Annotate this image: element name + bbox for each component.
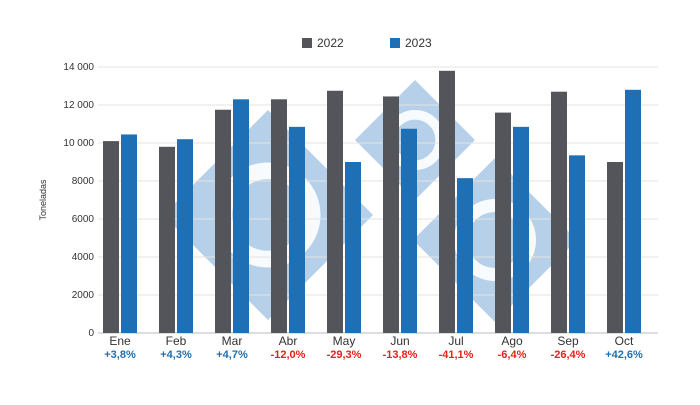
y-tick-label: 10 000 <box>63 138 94 149</box>
legend-swatch <box>302 38 312 48</box>
bar-2022-oct <box>607 162 623 333</box>
bar-2023-may <box>345 162 361 333</box>
change-label: -41,1% <box>439 349 474 361</box>
y-tick-label: 8000 <box>72 176 95 187</box>
bar-2023-mar <box>233 99 249 333</box>
y-tick-label: 0 <box>88 328 94 339</box>
bar-2022-ene <box>103 141 119 333</box>
y-tick-label: 6000 <box>72 214 95 225</box>
y-axis-label: Toneladas <box>38 179 48 221</box>
legend-label: 2022 <box>317 36 344 50</box>
y-tick-label: 14 000 <box>63 62 94 73</box>
bar-2022-jul <box>439 70 455 334</box>
legend-item-2023[interactable]: 2023 <box>390 36 432 50</box>
y-axis-ticks: 0 2000 4000 6000 8000 10 000 12 000 14 000 <box>63 62 94 339</box>
x-tick-label: Ene <box>109 334 131 348</box>
change-label: -12,0% <box>271 349 306 361</box>
bar-2022-ago <box>495 112 511 333</box>
change-label: -6,4% <box>498 349 527 361</box>
legend-label: 2023 <box>405 36 432 50</box>
bar-2023-oct <box>625 89 641 333</box>
x-tick-label: Ago <box>501 334 523 348</box>
legend-item-2022[interactable]: 2022 <box>302 36 344 50</box>
bar-2023-sep <box>569 155 585 333</box>
change-labels: +3,8% +4,3% +4,7% -12,0% -29,3% -13,8% -41,1% -… <box>104 349 643 361</box>
x-tick-label: Oct <box>615 334 634 348</box>
y-tick-label: 12 000 <box>63 100 94 111</box>
change-label: -26,4% <box>551 349 586 361</box>
bar-2022-jun <box>383 96 399 333</box>
change-label: -13,8% <box>383 349 418 361</box>
x-tick-label: Jul <box>448 334 463 348</box>
bars <box>103 70 641 334</box>
change-label: +4,7% <box>216 349 248 361</box>
x-tick-label: Feb <box>166 334 187 348</box>
x-tick-label: Mar <box>222 334 243 348</box>
x-tick-label: Abr <box>279 334 298 348</box>
y-tick-label: 4000 <box>72 252 95 263</box>
change-label: -29,3% <box>327 349 362 361</box>
change-label: +3,8% <box>104 349 136 361</box>
bar-2022-may <box>327 90 343 333</box>
bar-2023-ene <box>121 134 137 333</box>
bar-2022-feb <box>159 146 175 333</box>
bar-2023-feb <box>177 139 193 333</box>
bar-2022-abr <box>271 99 287 333</box>
legend[interactable]: 2022 2023 <box>302 36 432 50</box>
change-label: +4,3% <box>160 349 192 361</box>
bar-2022-sep <box>551 91 567 333</box>
bar-2023-jun <box>401 128 417 333</box>
x-tick-label: Jun <box>390 334 409 348</box>
y-tick-label: 2000 <box>72 290 95 301</box>
bar-2023-ago <box>513 126 529 333</box>
change-label: +42,6% <box>605 349 643 361</box>
bar-2022-mar <box>215 109 231 333</box>
x-axis-labels: Ene Feb Mar Abr May Jun Jul Ago Sep Oct <box>109 334 634 348</box>
x-tick-label: Sep <box>557 334 579 348</box>
bar-2023-jul <box>457 178 473 333</box>
bar-2023-abr <box>289 126 305 333</box>
x-tick-label: May <box>333 334 356 348</box>
legend-swatch <box>390 38 400 48</box>
